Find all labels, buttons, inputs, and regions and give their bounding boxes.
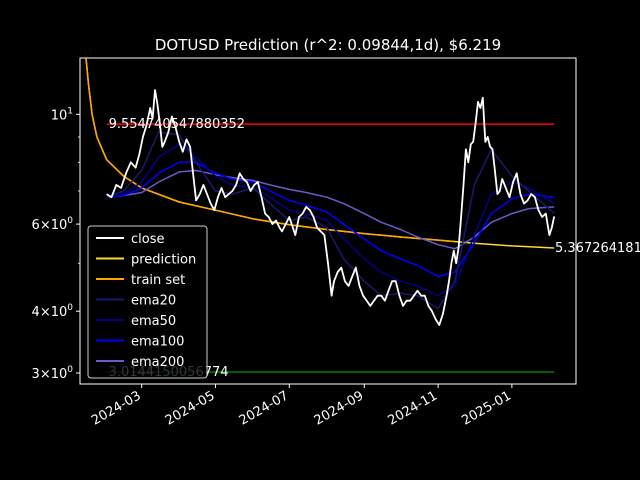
- axes-frame: [79, 57, 577, 385]
- y-tick-label: 4×100: [32, 303, 74, 320]
- legend-label-train: train set: [131, 273, 185, 288]
- legend-label-ema100: ema100: [131, 335, 184, 350]
- legend-label-close: close: [131, 232, 164, 247]
- legend-label-ema50: ema50: [131, 314, 176, 329]
- y-tick-label: 101: [51, 106, 73, 123]
- series-line-ema20: [106, 131, 555, 310]
- annotation-label: 9.554740547880352: [109, 117, 245, 132]
- series-group: [85, 58, 556, 373]
- series-line-train: [85, 58, 456, 243]
- legend-label-ema200: ema200: [131, 355, 184, 370]
- y-tick-label: 3×100: [32, 365, 74, 382]
- annotation-label: 5.367264181: [555, 241, 640, 256]
- series-line-close: [106, 89, 556, 326]
- legend-label-ema20: ema20: [131, 294, 176, 309]
- legend-label-prediction: prediction: [131, 253, 196, 268]
- chart-title: DOTUSD Prediction (r^2: 0.09844,1d), $6.…: [155, 36, 501, 54]
- y-tick-label: 6×100: [32, 216, 74, 233]
- series-line-ema100: [106, 161, 555, 278]
